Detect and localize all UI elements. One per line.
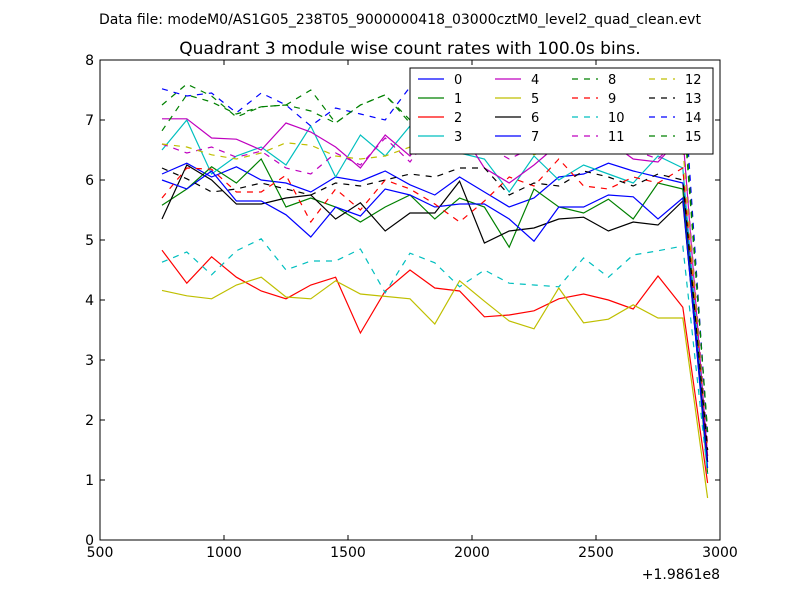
series-line-9: [161, 158, 709, 451]
legend-label-12: 12: [685, 73, 702, 88]
chart-title: Quadrant 3 module wise count rates with …: [179, 39, 640, 59]
y-tick-label: 3: [85, 353, 94, 369]
y-tick-label: 7: [85, 113, 94, 129]
legend-label-5: 5: [531, 92, 539, 107]
legend-label-8: 8: [608, 73, 616, 88]
legend-label-0: 0: [454, 73, 462, 88]
x-tick-label: 2000: [454, 545, 490, 561]
y-tick-label: 1: [85, 473, 94, 489]
series-line-6: [161, 164, 709, 463]
series-line-13: [161, 167, 709, 451]
series-line-1: [161, 158, 709, 475]
series-line-2: [161, 249, 709, 484]
legend-label-6: 6: [531, 111, 539, 126]
x-offset-label: +1.9861e8: [642, 567, 720, 583]
series-line-0: [161, 162, 709, 463]
y-tick-label: 5: [85, 233, 94, 249]
y-tick-label: 6: [85, 173, 94, 189]
legend-label-1: 1: [454, 92, 462, 107]
series-line-10: [161, 238, 709, 475]
x-tick-label: 500: [87, 545, 114, 561]
y-tick-label: 4: [85, 293, 94, 309]
legend-label-9: 9: [608, 92, 616, 107]
x-tick-label: 3000: [702, 545, 738, 561]
legend-label-2: 2: [454, 111, 462, 126]
x-tick-label: 1500: [330, 545, 366, 561]
legend-label-13: 13: [685, 92, 702, 107]
series-line-7: [161, 170, 709, 469]
x-tick-label: 1000: [206, 545, 242, 561]
y-tick-label: 2: [85, 413, 94, 429]
legend-label-11: 11: [608, 130, 625, 145]
x-tick-label: 2500: [578, 545, 614, 561]
y-tick-label: 8: [85, 53, 94, 69]
legend-label-15: 15: [685, 130, 702, 145]
legend-label-10: 10: [608, 111, 625, 126]
y-tick-label: 0: [85, 533, 94, 549]
legend-box: [409, 67, 714, 155]
legend-label-4: 4: [531, 73, 539, 88]
legend-label-14: 14: [685, 111, 702, 126]
suptitle: Data file: modeM0/AS1G05_238T05_90000004…: [99, 12, 701, 28]
legend-label-7: 7: [531, 130, 539, 145]
series-line-5: [161, 276, 709, 499]
legend-label-3: 3: [454, 130, 462, 145]
